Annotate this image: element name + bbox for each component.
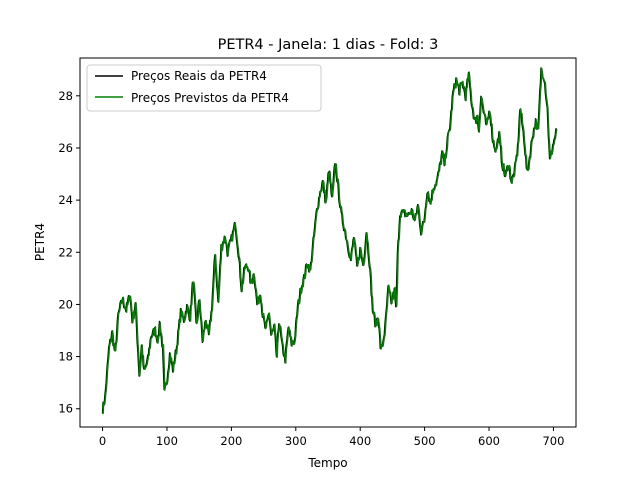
x-tick-label: 0 [99,434,106,448]
y-tick-label: 28 [58,89,73,103]
y-tick-label: 26 [58,141,73,155]
plot-area [101,67,558,415]
legend: Preços Reais da PETR4 Preços Previstos d… [86,64,322,112]
y-tick-label: 20 [58,297,73,311]
legend-box [86,64,322,112]
series-line-predicted [101,67,558,415]
y-tick-label: 22 [58,245,73,259]
x-tick-label: 700 [542,434,564,448]
y-tick-label: 18 [58,350,73,364]
y-tick-label: 24 [58,193,73,207]
axes-frame [79,57,577,428]
x-tick-label: 400 [349,434,371,448]
x-tick-label: 200 [220,434,242,448]
chart-title: PETR4 - Janela: 1 dias - Fold: 3 [218,37,439,53]
y-axis-label: PETR4 [33,223,47,261]
x-tick-label: 600 [478,434,500,448]
legend-label-predicted: Preços Previstos da PETR4 [131,91,289,105]
x-tick-label: 100 [156,434,178,448]
x-axis-label: Tempo [307,456,347,470]
x-tick-label: 500 [414,434,436,448]
y-tick-label: 16 [58,402,73,416]
x-tick-label: 300 [285,434,307,448]
legend-label-real: Preços Reais da PETR4 [131,69,267,83]
axis-ticks: 0 100 200 300 400 500 600 700 16 18 20 22 24 26 28 [58,89,564,448]
